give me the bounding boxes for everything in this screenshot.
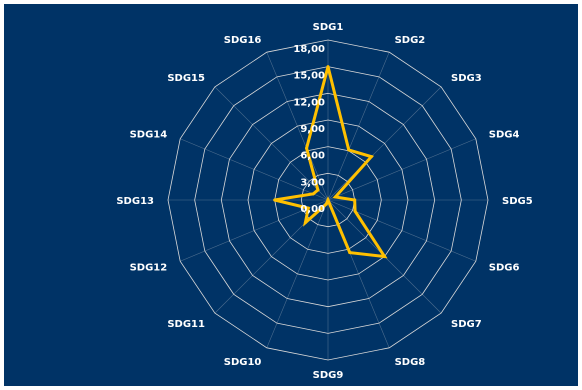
grid-ring-2 bbox=[274, 146, 382, 254]
tick-label-2: 6,00 bbox=[300, 151, 325, 162]
radar-series bbox=[273, 65, 388, 259]
chart-panel: SDG1 SDG2 SDG3 SDG4 SDG5 SDG6 SDG7 SDG8 SDG9 SDG1… bbox=[4, 4, 578, 386]
tick-label-5: 15,00 bbox=[293, 71, 325, 82]
data-point-sdg16 bbox=[305, 146, 309, 150]
data-point-sdg13 bbox=[273, 198, 277, 202]
data-point-sdg11 bbox=[303, 221, 307, 225]
category-label-sdg4: SDG4 bbox=[489, 129, 520, 140]
category-label-sdg9: SDG9 bbox=[313, 370, 344, 381]
grid-ring-6 bbox=[167, 39, 489, 361]
data-point-sdg3 bbox=[369, 155, 373, 159]
category-label-sdg11: SDG11 bbox=[167, 319, 205, 330]
spoke-sdg3 bbox=[327, 86, 442, 201]
category-label-sdg2: SDG2 bbox=[395, 35, 426, 46]
spoke-sdg6 bbox=[327, 199, 476, 262]
tick-label-0: 0,00 bbox=[300, 204, 325, 215]
category-label-sdg16: SDG16 bbox=[224, 35, 262, 46]
spoke-sdg4 bbox=[327, 138, 476, 201]
tick-label-3: 9,00 bbox=[300, 124, 325, 135]
tick-label-6: 18,00 bbox=[293, 44, 325, 55]
data-point-sdg4 bbox=[333, 195, 337, 199]
data-point-sdg2 bbox=[347, 148, 351, 152]
data-point-sdg15 bbox=[316, 188, 320, 192]
data-point-sdg1 bbox=[326, 65, 330, 69]
category-label-sdg6: SDG6 bbox=[489, 263, 520, 274]
radar-grid bbox=[167, 39, 489, 361]
category-label-sdg8: SDG8 bbox=[395, 357, 426, 368]
spoke-sdg10 bbox=[266, 199, 329, 348]
spoke-sdg14 bbox=[180, 138, 329, 201]
category-label-sdg15: SDG15 bbox=[167, 73, 205, 84]
data-point-sdg6 bbox=[353, 209, 357, 213]
data-point-sdg5 bbox=[353, 198, 357, 202]
radar-chart: SDG1 SDG2 SDG3 SDG4 SDG5 SDG6 SDG7 SDG8 SDG9 SDG1… bbox=[116, 22, 532, 381]
tick-label-1: 3,00 bbox=[300, 177, 325, 188]
data-point-sdg10 bbox=[324, 202, 328, 206]
data-point-sdg9 bbox=[326, 198, 330, 202]
data-point-sdg7 bbox=[383, 255, 387, 259]
category-label-sdg1: SDG1 bbox=[313, 22, 344, 33]
spoke-sdg12 bbox=[180, 199, 329, 262]
data-point-sdg14 bbox=[311, 192, 315, 196]
grid-ring-3 bbox=[247, 119, 409, 281]
category-label-sdg14: SDG14 bbox=[130, 129, 168, 140]
spoke-sdg16 bbox=[266, 52, 329, 201]
grid-ring-4 bbox=[220, 92, 436, 308]
radar-labels: SDG1 SDG2 SDG3 SDG4 SDG5 SDG6 SDG7 SDG8 SDG9 SDG1… bbox=[116, 22, 532, 381]
data-point-sdg8 bbox=[348, 251, 352, 255]
data-point-sdg12 bbox=[306, 206, 310, 210]
grid-ring-5 bbox=[194, 66, 462, 334]
grid-ring-1 bbox=[300, 172, 356, 228]
category-label-sdg7: SDG7 bbox=[451, 319, 482, 330]
category-label-sdg12: SDG12 bbox=[130, 263, 168, 274]
category-label-sdg10: SDG10 bbox=[224, 357, 262, 368]
spoke-sdg2 bbox=[327, 52, 390, 201]
tick-label-4: 12,00 bbox=[293, 97, 325, 108]
category-label-sdg13: SDG13 bbox=[116, 196, 154, 207]
category-label-sdg5: SDG5 bbox=[502, 196, 533, 207]
spoke-sdg15 bbox=[214, 86, 329, 201]
category-label-sdg3: SDG3 bbox=[451, 73, 482, 84]
